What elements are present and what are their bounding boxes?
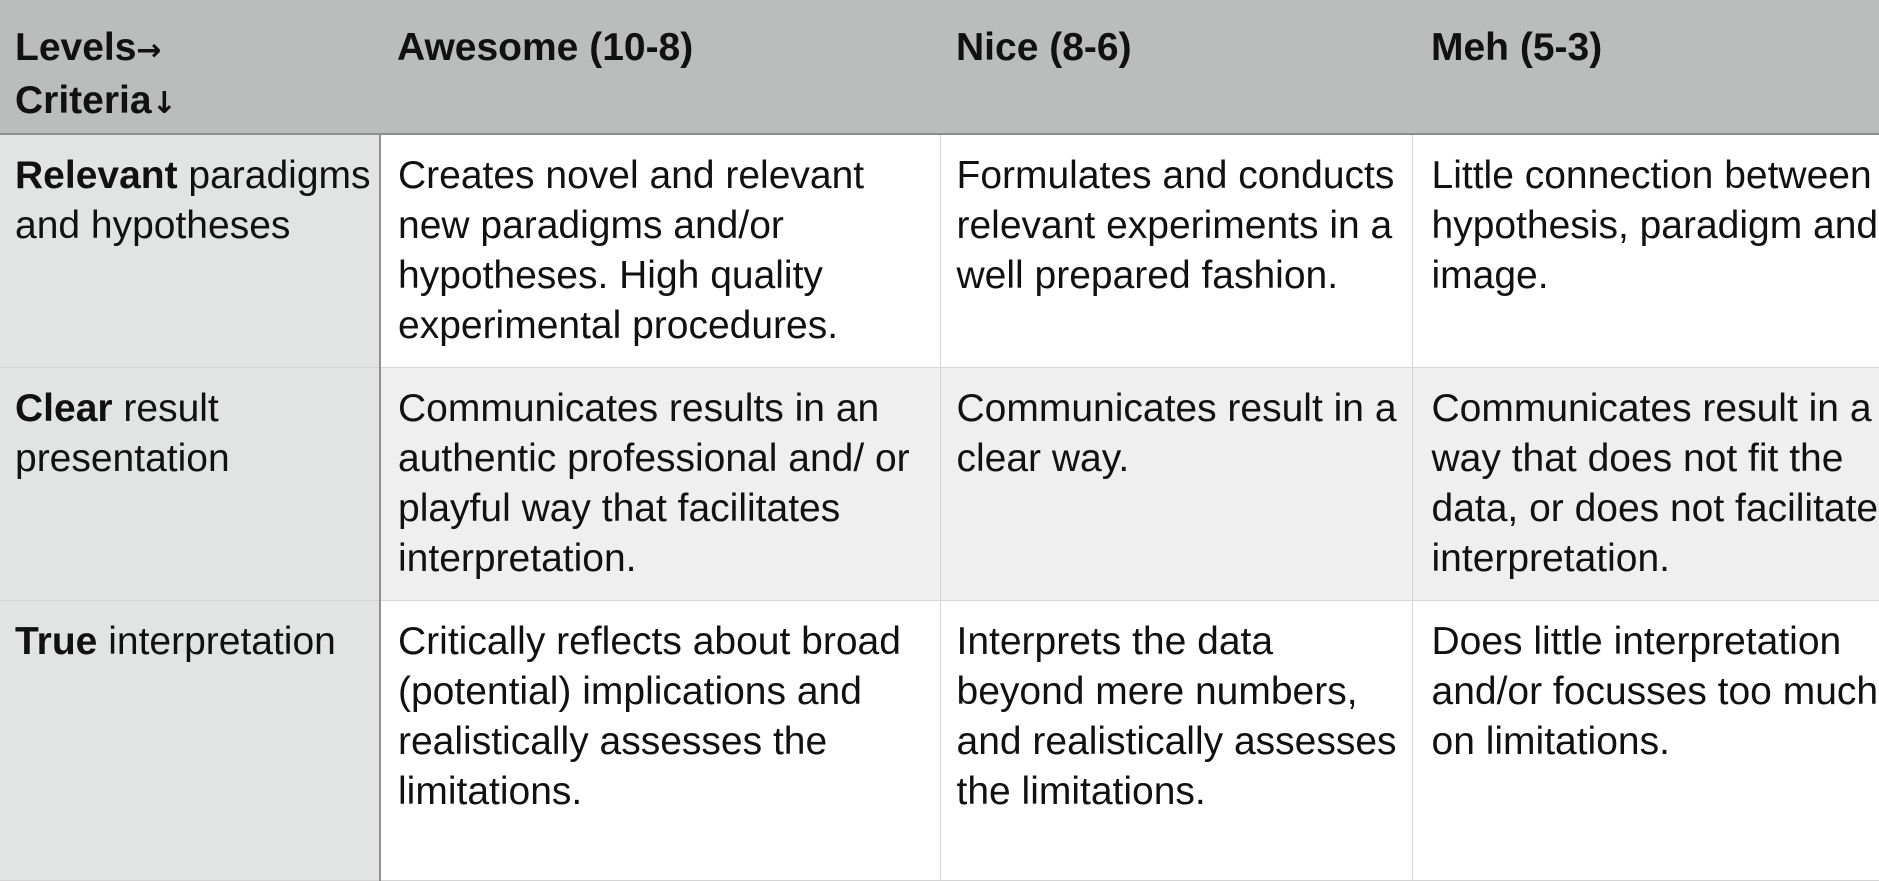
rubric-cell: Communicates result in a clear way. — [939, 367, 1412, 601]
criterion-keyword: Clear — [15, 386, 113, 430]
corner-header: Levels→ Criteria↓ — [0, 0, 380, 135]
rubric-cell: Formulates and conducts relevant experim… — [939, 134, 1412, 368]
criterion-text: paradigms and hypotheses — [15, 154, 371, 247]
criterion-keyword: Relevant — [15, 154, 178, 197]
level-header-awesome: Awesome (10-8) — [380, 0, 940, 135]
rubric-cell: Creates novel and relevant new paradigms… — [379, 134, 940, 368]
criterion-text: result presentation — [15, 386, 230, 480]
criterion-cell: Clear result presentation — [0, 367, 381, 601]
criterion-keyword: True — [15, 619, 98, 663]
rubric-cell: Communicates result in a way that does n… — [1411, 367, 1879, 601]
rubric-cell: Little connection between hypothesis, pa… — [1411, 134, 1879, 368]
arrow-down-icon: ↓ — [151, 86, 177, 121]
rubric-cell: Interprets the data beyond mere numbers,… — [939, 600, 1412, 881]
criterion-cell: Relevant paradigms and hypotheses — [0, 134, 381, 368]
level-header-meh: Meh (5-3) — [1412, 0, 1879, 135]
table-row: Relevant paradigms and hypotheses Create… — [0, 134, 1879, 368]
header-row: Levels→ Criteria↓ Awesome (10-8) Nice (8… — [0, 0, 1879, 135]
table-row: Clear result presentation Communicates r… — [0, 367, 1879, 601]
criterion-text: interpretation — [97, 619, 336, 663]
level-header-nice: Nice (8-6) — [940, 0, 1412, 135]
rubric-cell: Communicates results in an authentic pro… — [379, 367, 940, 601]
levels-label: Levels — [15, 26, 137, 69]
arrow-right-icon: → — [136, 33, 162, 68]
rubric-cell: Does little interpretation and/or focuss… — [1411, 600, 1879, 881]
criteria-label: Criteria — [15, 79, 152, 122]
criterion-cell: True interpretation — [0, 600, 381, 881]
table-row: True interpretation Critically reflects … — [0, 600, 1879, 881]
rubric-cell: Critically reflects about broad (potenti… — [379, 600, 940, 881]
